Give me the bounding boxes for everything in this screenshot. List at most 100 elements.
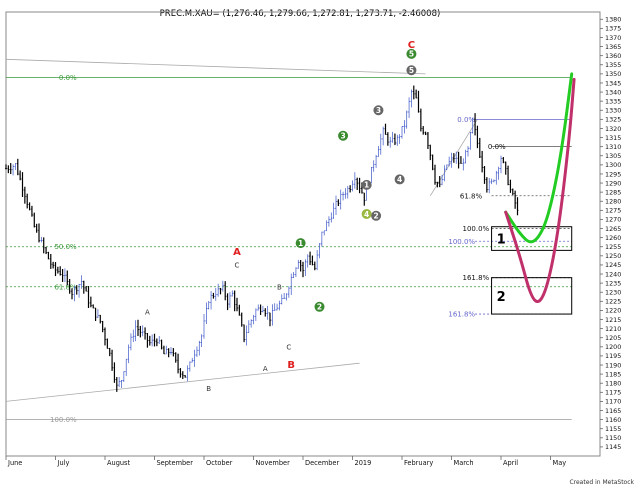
x-tick-label: October: [206, 459, 233, 467]
y-tick-label: 1270: [605, 216, 621, 224]
fib-level-label: 61.8%: [460, 192, 483, 200]
y-tick-label: 1160: [605, 416, 621, 424]
fib-level-label: 100.0%: [463, 225, 490, 233]
x-tick-label: May: [553, 459, 567, 467]
y-tick-label: 1145: [605, 443, 621, 451]
y-tick-label: 1285: [605, 188, 621, 196]
x-tick-label: July: [57, 459, 70, 467]
y-tick-label: 1280: [605, 198, 621, 206]
fib-level-label: 161.8%: [448, 311, 475, 319]
wave-letter-label: C: [408, 40, 415, 51]
target-box: [491, 277, 573, 315]
y-tick-label: 1310: [605, 143, 621, 151]
wave-count-marker: [295, 238, 306, 249]
y-tick-label: 1255: [605, 243, 621, 251]
y-tick-label: 1375: [605, 25, 621, 33]
y-tick-label: 1215: [605, 316, 621, 324]
chart-title: PREC.M.XAU= (1,276.46, 1,279.66, 1,272.8…: [159, 9, 441, 19]
trend-line: [5, 362, 360, 402]
y-tick-label: 1200: [605, 343, 621, 351]
wave-count-label: 5: [409, 66, 414, 75]
wave-count-marker: [394, 174, 405, 185]
wave-sub-label: B: [277, 283, 282, 291]
wave-count-marker: [371, 210, 382, 221]
target-box-label: 1: [497, 233, 506, 248]
fib-level-label: 0.0%: [59, 74, 77, 82]
y-tick-label: 1300: [605, 161, 621, 169]
y-tick-label: 1205: [605, 334, 621, 342]
y-tick-label: 1370: [605, 34, 621, 42]
wave-letter-label: A: [233, 247, 241, 258]
fib-level-label: 0.0%: [457, 116, 475, 124]
x-tick-label: 2019: [355, 459, 372, 467]
y-tick-label: 1220: [605, 307, 621, 315]
y-tick-label: 1245: [605, 261, 621, 269]
y-tick-label: 1240: [605, 270, 621, 278]
y-tick-label: 1230: [605, 289, 621, 297]
y-tick-label: 1320: [605, 125, 621, 133]
target-box-label: 2: [497, 290, 506, 305]
fib-level-label: 61.8%: [54, 283, 77, 291]
wave-count-marker: [406, 65, 417, 76]
wave-count-label: 1: [364, 181, 369, 190]
wave-count-marker: [314, 301, 325, 312]
y-tick-label: 1325: [605, 116, 621, 124]
y-tick-label: 1355: [605, 61, 621, 69]
wave-sub-label: A: [263, 365, 268, 373]
fib-level-label: 0.0%: [488, 143, 506, 151]
projection-curve: [504, 77, 576, 304]
y-tick-label: 1175: [605, 389, 621, 397]
y-tick-label: 1365: [605, 43, 621, 51]
y-tick-label: 1290: [605, 179, 621, 187]
wave-count-label: 3: [340, 132, 345, 141]
y-tick-label: 1380: [605, 16, 621, 24]
y-tick-label: 1155: [605, 425, 621, 433]
y-tick-label: 1235: [605, 279, 621, 287]
y-tick-label: 1330: [605, 107, 621, 115]
x-tick-label: February: [404, 459, 433, 467]
wave-sub-label: C: [235, 261, 240, 269]
fib-level-label: 100.0%: [50, 416, 77, 424]
x-tick-label: August: [107, 459, 130, 467]
x-tick-label: November: [256, 459, 291, 467]
y-tick-label: 1350: [605, 70, 621, 78]
y-tick-label: 1305: [605, 152, 621, 160]
y-tick-label: 1260: [605, 234, 621, 242]
wave-count-marker: [373, 105, 384, 116]
wave-count-label: 3: [376, 106, 381, 115]
y-tick-label: 1315: [605, 134, 621, 142]
y-tick-label: 1360: [605, 52, 621, 60]
y-tick-label: 1340: [605, 88, 621, 96]
wave-count-marker: [338, 130, 349, 141]
wave-count-label: 4: [364, 210, 369, 219]
wave-count-label: 2: [317, 303, 322, 312]
wave-count-marker: [406, 48, 417, 59]
y-tick-label: 1210: [605, 325, 621, 333]
x-tick-label: September: [157, 459, 194, 467]
wave-sub-label: C: [286, 343, 291, 351]
y-tick-label: 1265: [605, 225, 621, 233]
x-tick-label: April: [503, 459, 518, 467]
wave-count-label: 1: [298, 239, 303, 248]
wave-sub-label: B: [206, 385, 211, 393]
x-tick-label: December: [305, 459, 339, 467]
x-tick-label: June: [7, 459, 22, 467]
y-tick-label: 1335: [605, 97, 621, 105]
y-tick-label: 1180: [605, 380, 621, 388]
projection-curve: [504, 72, 574, 244]
wave-sub-label: A: [145, 309, 150, 317]
wave-count-label: 2: [373, 212, 378, 221]
wave-count-label: 5: [409, 50, 414, 59]
fib-level-label: 50.0%: [54, 243, 77, 251]
trend-line: [5, 58, 426, 75]
y-tick-label: 1225: [605, 298, 621, 306]
target-box: [491, 226, 573, 251]
y-tick-label: 1190: [605, 361, 621, 369]
fib-level-label: 161.8%: [463, 274, 490, 282]
fib-level-label: 100.0%: [448, 238, 475, 246]
y-tick-label: 1295: [605, 170, 621, 178]
plot-frame: [5, 11, 601, 457]
y-tick-label: 1195: [605, 352, 621, 360]
